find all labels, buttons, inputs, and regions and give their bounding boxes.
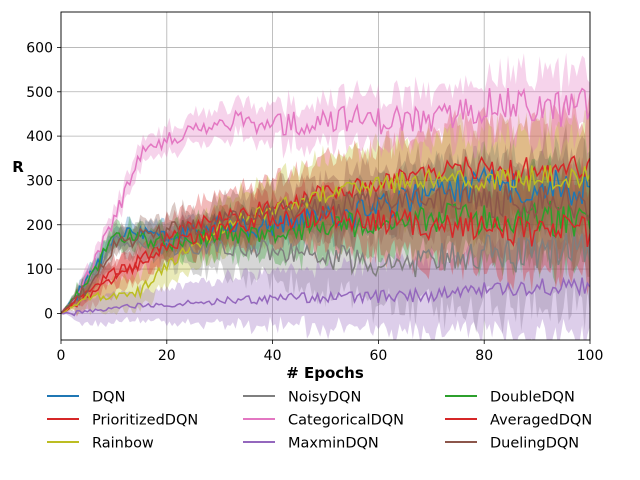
y-tick-label: 400: [26, 129, 53, 145]
legend-label: AveragedDQN: [490, 413, 592, 429]
plot-frame: [60, 11, 591, 341]
x-tick-label: 40: [264, 348, 282, 364]
legend-entry: DQN: [47, 390, 125, 406]
legend-entry: MaxminDQN: [243, 436, 379, 452]
x-tick-label: 20: [158, 348, 176, 364]
legend-entry: AveragedDQN: [445, 413, 592, 429]
legend-label: DuelingDQN: [490, 436, 579, 452]
legend-label: DQN: [92, 390, 125, 406]
legend-entry: Rainbow: [47, 436, 154, 452]
band-averageddqn: [61, 157, 590, 314]
line-rainbow: [61, 165, 590, 315]
band-maxmindqn: [61, 223, 590, 340]
legend-entry: PrioritizedDQN: [47, 413, 198, 429]
legend: DQN PrioritizedDQN Rainbow NoisyDQN Categori…: [47, 390, 592, 452]
x-tick-label: 100: [577, 348, 604, 364]
legend-label: DoubleDQN: [490, 390, 575, 406]
legend-label: PrioritizedDQN: [92, 413, 198, 429]
x-axis-label: # Epochs: [286, 364, 364, 382]
x-tick-label: 80: [475, 348, 493, 364]
line-averageddqn: [61, 205, 590, 314]
y-tick-label: 500: [26, 85, 53, 101]
legend-entry: DuelingDQN: [445, 436, 579, 452]
line-duelingdqn: [61, 183, 590, 314]
legend-label: CategoricalDQN: [288, 413, 404, 429]
line-noisydqn: [61, 230, 590, 314]
axes: 0 20 40 60 80 100 0 100 200 300 400 500 600: [26, 11, 604, 364]
legend-entry: NoisyDQN: [243, 390, 361, 406]
line-maxmindqn: [61, 276, 590, 317]
band-categoricaldqn: [61, 52, 590, 314]
y-axis-label: R: [12, 158, 24, 176]
series-lines: [61, 87, 590, 317]
legend-entry: DoubleDQN: [445, 390, 575, 406]
line-categoricaldqn: [61, 87, 590, 314]
y-tick-label: 600: [26, 40, 53, 56]
line-prioritizeddqn: [61, 155, 590, 315]
legend-label: Rainbow: [92, 436, 154, 452]
y-tick-label: 300: [26, 173, 53, 189]
legend-entry: CategoricalDQN: [243, 413, 404, 429]
legend-label: NoisyDQN: [288, 390, 361, 406]
legend-label: MaxminDQN: [288, 436, 379, 452]
x-tick-label: 60: [369, 348, 387, 364]
x-tick-label: 0: [57, 348, 66, 364]
band-prioritizeddqn: [61, 90, 590, 317]
line-doubledqn: [61, 200, 590, 314]
y-tick-label: 100: [26, 262, 53, 278]
y-tick-label: 200: [26, 218, 53, 234]
y-tick-label: 0: [44, 306, 53, 322]
